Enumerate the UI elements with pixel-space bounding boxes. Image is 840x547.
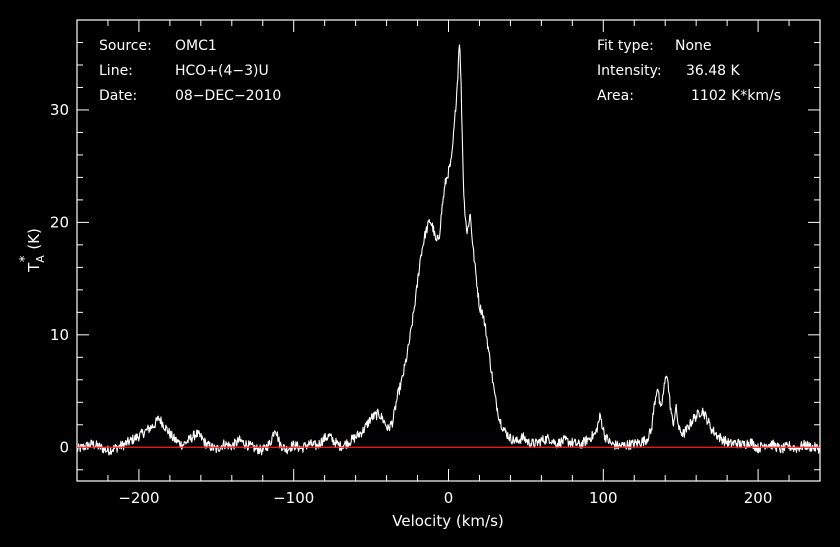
x-axis-label: Velocity (km/s) (392, 512, 503, 530)
x-tick-label: −100 (273, 489, 314, 507)
area-key: Area: (597, 88, 634, 104)
x-tick-label: 100 (589, 489, 618, 507)
date-value: 08−DEC−2010 (175, 88, 281, 104)
y-axis-label-unit: (K) (25, 228, 43, 250)
source-value: OMC1 (175, 38, 217, 54)
date-key: Date: (99, 88, 137, 104)
intensity-value: 36.48 K (686, 63, 741, 79)
x-tick-label: 0 (444, 489, 454, 507)
y-tick-label: 20 (50, 213, 69, 231)
y-tick-label: 0 (59, 438, 69, 456)
y-axis-label-main: T (25, 262, 43, 273)
y-axis-label: TA* (K) (18, 228, 47, 273)
fit-type-key: Fit type: (597, 38, 654, 54)
svg-text:TA*(K): TA* (K) (18, 228, 47, 273)
x-tick-label: 200 (744, 489, 773, 507)
y-axis-label-sub: A (34, 255, 47, 263)
y-axis-label-sup: * (18, 255, 33, 262)
y-tick-label: 10 (50, 326, 69, 344)
line-value: HCO+(4−3)U (175, 63, 269, 79)
fit-type-value: None (675, 38, 712, 54)
source-key: Source: (99, 38, 152, 54)
y-tick-label: 30 (50, 101, 69, 119)
x-tick-label: −200 (118, 489, 159, 507)
intensity-key: Intensity: (597, 63, 662, 79)
spectrum-line (76, 44, 821, 456)
line-key: Line: (99, 63, 133, 79)
area-value: 1102 K*km/s (691, 88, 781, 104)
